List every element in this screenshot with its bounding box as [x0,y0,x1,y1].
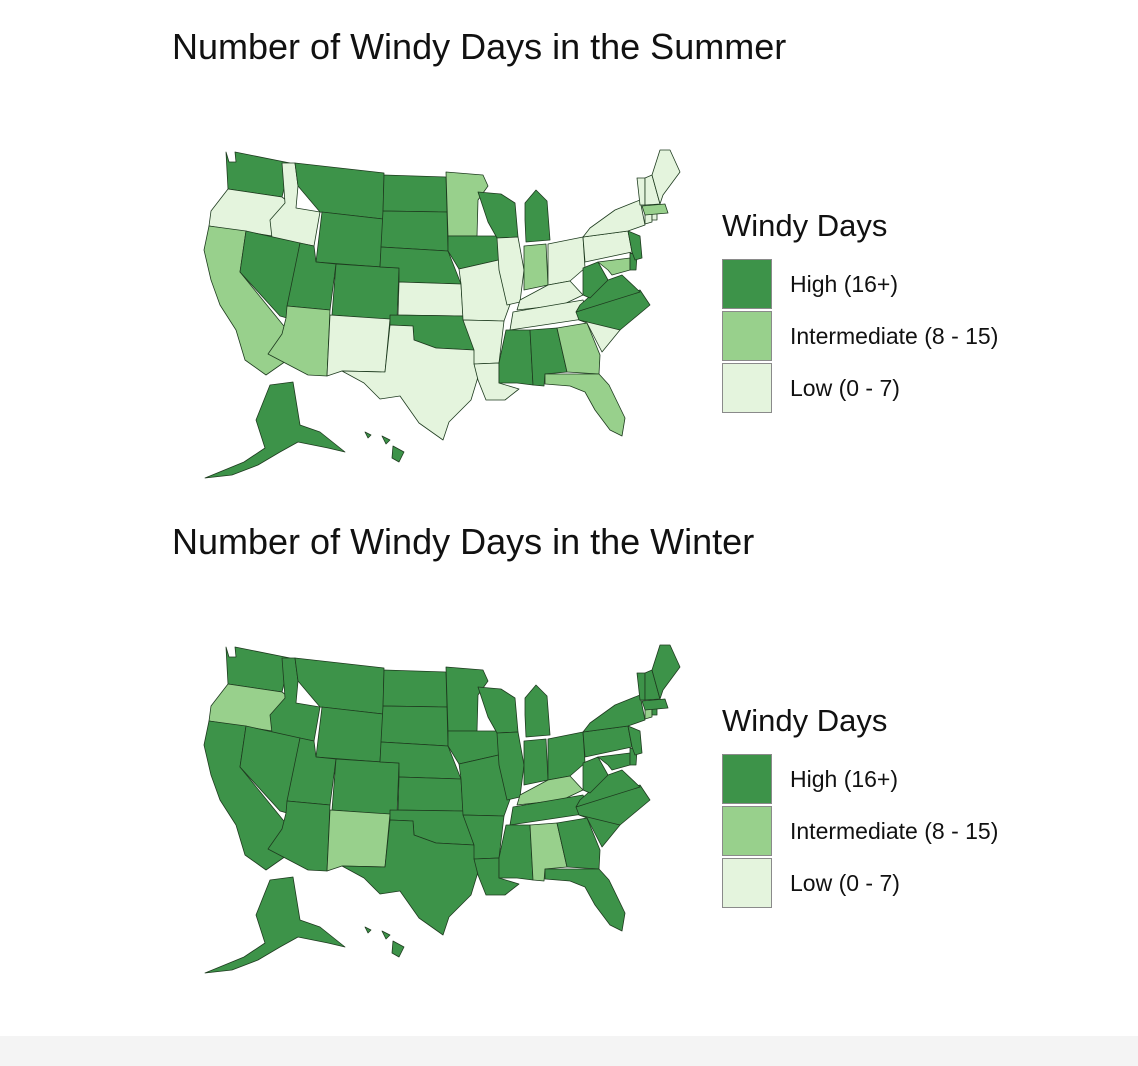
state-tx [341,819,479,936]
state-oh [547,731,586,781]
legend-label-low: Low (0 - 7) [790,374,900,401]
state-wv [582,261,609,299]
state-fl [544,868,626,932]
legend-label-high: High (16+) [790,765,899,792]
legend-swatch-low [722,363,772,413]
summer-map-panel: Number of Windy Days in the Summer Windy… [0,0,1138,495]
legend-swatch-intermediate [722,311,772,361]
state-in [523,243,549,291]
state-md [597,257,631,276]
state-mi [524,684,551,738]
legend-item-low: Low (0 - 7) [722,362,998,414]
state-nj [627,725,643,756]
state-ma [641,203,669,216]
legend-item-low: Low (0 - 7) [722,857,998,909]
state-hi [364,431,405,463]
state-nd [382,174,448,213]
state-nj [627,230,643,261]
state-ga [556,817,601,870]
state-nd [382,669,448,708]
state-co [331,263,400,321]
legend-item-intermediate: Intermediate (8 - 15) [722,805,998,857]
state-ga [556,322,601,375]
winter-legend: Windy Days High (16+) Intermediate (8 - … [722,703,998,909]
legend-item-high: High (16+) [722,753,998,805]
state-oh [547,236,586,286]
legend-swatch-low [722,858,772,908]
summer-legend: Windy Days High (16+) Intermediate (8 - … [722,208,998,414]
legend-swatch-intermediate [722,806,772,856]
state-md [597,752,631,771]
state-ak [204,876,346,974]
state-wi [477,686,519,734]
state-co [331,758,400,816]
legend-label-high: High (16+) [790,270,899,297]
state-mi [524,189,551,243]
legend-label-intermediate: Intermediate (8 - 15) [790,322,999,349]
state-hi [364,926,405,958]
state-in [523,738,549,786]
state-ks [397,281,464,317]
state-ny [582,199,646,238]
legend-item-intermediate: Intermediate (8 - 15) [722,310,998,362]
summer-map-title: Number of Windy Days in the Summer [172,26,787,67]
state-ak [204,381,346,479]
state-wi [477,191,519,239]
winter-map-title: Number of Windy Days in the Winter [172,521,755,562]
winter-map-panel: Number of Windy Days in the Winter Windy… [0,495,1138,990]
state-nm [326,314,391,377]
state-nm [326,809,391,872]
state-wy [315,211,384,268]
summer-us-map [203,149,681,479]
state-wv [582,756,609,794]
legend-label-intermediate: Intermediate (8 - 15) [790,817,999,844]
state-nv [239,725,301,814]
state-ny [582,694,646,733]
state-tx [341,324,479,441]
legend-item-high: High (16+) [722,258,998,310]
state-me [651,149,681,205]
state-fl [544,373,626,437]
state-sd [380,210,449,252]
state-sd [380,705,449,747]
legend-swatch-high [722,754,772,804]
winter-us-map [203,644,681,974]
state-ms [498,824,534,881]
state-wy [315,706,384,763]
legend-title: Windy Days [722,703,888,738]
state-ks [397,776,464,812]
legend-label-low: Low (0 - 7) [790,869,900,896]
state-ms [498,329,534,386]
state-ma [641,698,669,711]
state-me [651,644,681,700]
legend-swatch-high [722,259,772,309]
legend-title: Windy Days [722,208,888,243]
bottom-margin [0,1036,1138,1066]
state-nv [239,230,301,319]
